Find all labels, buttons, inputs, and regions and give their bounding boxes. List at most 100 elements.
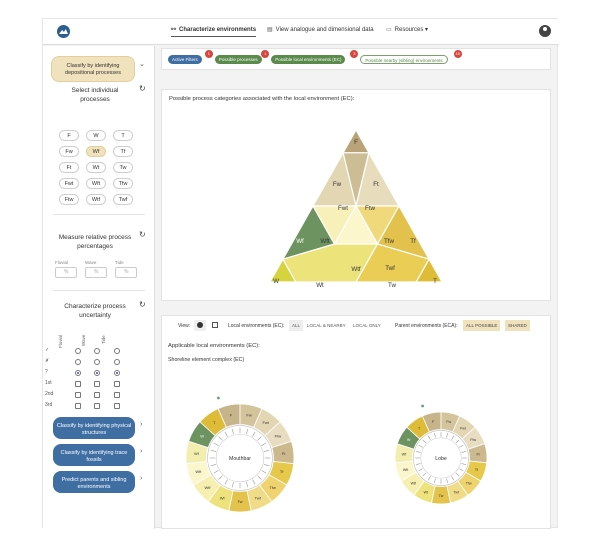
wheel-tick-mark (218, 475, 223, 480)
process-triangle-diagram: F Fw Ft Fwt Ftw Wf Wft Tfw Tf Wtf Twf W Wt Tw T (268, 128, 444, 289)
process-token-fwt[interactable]: Fwt (59, 178, 79, 189)
triangle-label-wft: Wft (320, 238, 330, 245)
uncertainty-checkbox[interactable] (75, 392, 81, 398)
top-bar: ⚯ Characterize environments ▤ View analogu… (43, 19, 559, 45)
wheel-tick-mark (231, 481, 234, 488)
filter-chip[interactable]: Possible processes (214, 55, 262, 64)
classify-depositional-button[interactable]: Classify by identifying depositional pro… (51, 56, 135, 82)
wheel-tick-mark (263, 449, 270, 452)
wheel-segment-label: Wft (403, 468, 408, 472)
filter-chip[interactable]: Possible local environments (EC) (271, 55, 346, 64)
chevron-right-icon[interactable]: › (140, 448, 143, 455)
wheel-tick-mark (451, 476, 455, 481)
uncertainty-checkbox[interactable] (75, 381, 81, 387)
chevron-right-icon[interactable]: › (140, 421, 143, 428)
process-token-twf[interactable]: Twf (113, 194, 133, 205)
chevron-right-icon[interactable]: › (140, 475, 143, 482)
process-token-ft[interactable]: Ft (59, 162, 79, 173)
triangle-region-t[interactable] (415, 257, 444, 283)
local-all-option[interactable]: ALL (289, 320, 304, 331)
wheel-tick-mark (427, 435, 431, 440)
wheel-segment[interactable] (199, 408, 227, 437)
process-token-ftw[interactable]: Ftw (59, 194, 79, 205)
parent-shared-option[interactable]: SHARED (505, 320, 530, 331)
uncertainty-row-label: 3rd (45, 402, 53, 408)
refresh-uncertainty-icon[interactable]: ↻ (139, 300, 146, 309)
process-token-wft[interactable]: Wft (86, 178, 106, 189)
column-header-fluvial: Fluvial (58, 334, 63, 348)
process-token-tw[interactable]: Tw (113, 162, 133, 173)
nav-characterize-environments[interactable]: ⚯ Characterize environments (171, 26, 257, 37)
wheel-segment-label: T (418, 426, 421, 430)
nav-resources[interactable]: ▭ Resources ▾ (386, 27, 429, 33)
triangle-label-ft: Ft (373, 181, 379, 188)
uncertainty-radio[interactable] (75, 359, 81, 365)
uncertainty-checkbox[interactable] (75, 403, 81, 409)
process-token-fw[interactable]: Fw (59, 146, 79, 157)
uncertainty-checkbox[interactable] (94, 392, 100, 398)
parent-env-label: Parent environments (ECA): (395, 323, 458, 329)
wheel-segment-label: Fw (246, 413, 251, 418)
refresh-processes-icon[interactable]: ↻ (139, 84, 146, 93)
wheel-segment-label: T (213, 420, 216, 425)
wheel-segment-label: Wt (424, 491, 428, 495)
wheel-segment[interactable] (406, 415, 430, 440)
uncertainty-checkbox[interactable] (94, 403, 100, 409)
uncertainty-radio[interactable] (94, 359, 100, 365)
grid-view-toggle[interactable] (209, 320, 221, 331)
predict-environments-button[interactable]: Predict parents and sibling environments (53, 471, 135, 493)
wheel-tick-mark (224, 479, 228, 485)
uncertainty-radio[interactable] (114, 370, 120, 376)
wheel-segment-label: Tfw (466, 481, 472, 485)
applicable-title: Applicable local environments (EC): (168, 343, 260, 349)
wheel-segment-label: Twf (453, 491, 459, 495)
wheel-segment-label: Tw (237, 499, 242, 504)
wave-percent-field: Wave % (85, 260, 107, 278)
wheel-tick-mark (459, 468, 464, 472)
uncertainty-radio[interactable] (114, 359, 120, 365)
uncertainty-checkbox[interactable] (114, 403, 120, 409)
filter-chip[interactable]: Active Filters (168, 55, 202, 64)
app-logo-icon[interactable] (57, 25, 70, 38)
uncertainty-checkbox[interactable] (94, 381, 100, 387)
fluvial-percent-input[interactable]: % (55, 267, 77, 278)
wheel-tick-mark (427, 476, 431, 481)
uncertainty-checkbox[interactable] (114, 381, 120, 387)
nav-view-analogue-data[interactable]: ▤ View analogue and dimensional data (267, 27, 374, 33)
wheel-segment-label: Wf (194, 451, 200, 456)
triangle-label-w: W (273, 278, 279, 285)
process-token-wtf[interactable]: Wtf (86, 194, 106, 205)
wheel-segment-label: Tf (475, 468, 478, 472)
uncertainty-radio[interactable] (94, 370, 100, 376)
grid-icon (212, 322, 218, 328)
process-token-tfw[interactable]: Tfw (113, 178, 133, 189)
process-token-w[interactable]: W (86, 130, 106, 141)
wheel-segment-label: Tf (280, 469, 284, 474)
wheel-segment-label: Wtf (204, 485, 211, 490)
uncertainty-radio[interactable] (114, 348, 120, 354)
uncertainty-checkbox[interactable] (114, 392, 120, 398)
uncertainty-radio[interactable] (94, 348, 100, 354)
user-avatar-icon[interactable] (539, 25, 551, 37)
complex-title: Shoreline element complex (EC) (168, 357, 245, 363)
filter-chip[interactable]: Possible nearby (sibling) environments (360, 55, 448, 64)
process-token-t[interactable]: T (113, 130, 133, 141)
uncertainty-radio[interactable] (75, 370, 81, 376)
chevron-down-icon[interactable]: ⌄ (139, 61, 145, 68)
wave-percent-input[interactable]: % (85, 267, 107, 278)
process-token-wf[interactable]: Wf (86, 146, 106, 157)
local-only-option[interactable]: LOCAL ONLY (353, 323, 381, 328)
process-token-wt[interactable]: Wt (86, 162, 106, 173)
process-token-tf[interactable]: Tf (113, 146, 133, 157)
wheel-tick-mark (418, 444, 423, 448)
refresh-percentages-icon[interactable]: ↻ (139, 230, 146, 239)
tide-percent-input[interactable]: % (115, 267, 137, 278)
parent-all-possible-option[interactable]: ALL POSSIBLE (463, 320, 501, 331)
process-token-f[interactable]: F (59, 130, 79, 141)
uncertainty-radio[interactable] (75, 348, 81, 354)
tide-percent-field: Tide % (115, 260, 137, 278)
classify-structures-button[interactable]: Classify by identifying physical structu… (53, 417, 135, 439)
pie-view-toggle[interactable] (194, 320, 206, 331)
local-nearby-option[interactable]: LOCAL & NEARBY (307, 323, 346, 328)
classify-trace-fossils-button[interactable]: Classify by identifying trace fossils (53, 444, 135, 466)
